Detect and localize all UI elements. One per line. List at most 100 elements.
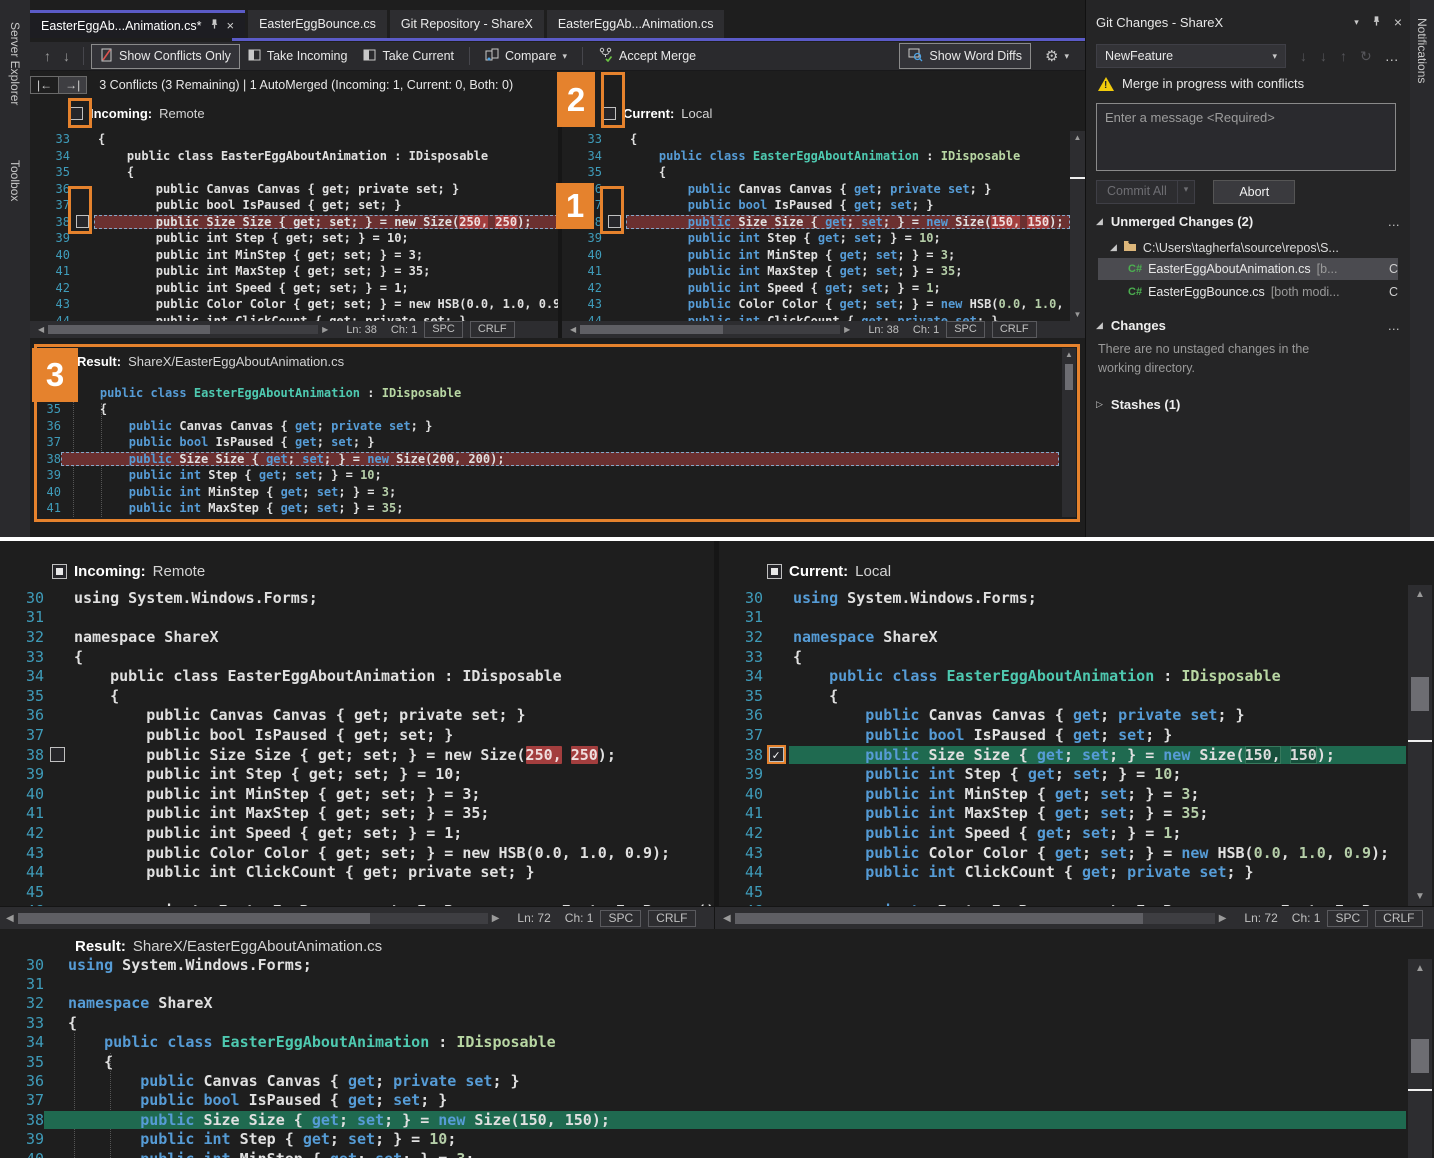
spaces-indicator[interactable]: SPC [1327, 909, 1369, 927]
next-conflict-button[interactable]: ↓ [63, 48, 70, 64]
scroll-down-icon[interactable]: ▼ [1073, 310, 1082, 319]
fetch-icon[interactable]: ↓ [1300, 48, 1307, 64]
expanded-icon[interactable]: ◢ [1096, 216, 1103, 226]
abort-button[interactable]: Abort [1213, 180, 1296, 204]
unmerged-changes-header[interactable]: ◢ Unmerged Changes (2) … [1096, 214, 1400, 229]
horizontal-scrollbar[interactable] [734, 912, 1215, 924]
horizontal-scrollbar[interactable] [17, 912, 488, 924]
current-value: Local [855, 562, 892, 580]
current-code-pane[interactable]: 30 using System.Windows.Forms; 31 32 namespa… [719, 588, 1406, 906]
repo-folder-row[interactable]: ◢ C:\Users\tagherfa\source\repos\S... [1110, 240, 1400, 255]
stashes-header[interactable]: ▷ Stashes (1) [1096, 397, 1400, 412]
scroll-up-icon[interactable]: ▲ [1415, 589, 1425, 600]
incoming-select-all-checkbox[interactable] [52, 563, 67, 579]
settings-button[interactable]: ⚙ ▾ [1037, 44, 1077, 68]
result-code-pane[interactable]: 30 using System.Windows.Forms; 31 32 namespa… [0, 955, 1406, 1158]
tab-easteregg-animation-active[interactable]: EasterEggAb...Animation.cs* × [30, 10, 246, 38]
spaces-indicator[interactable]: SPC [424, 321, 463, 338]
spaces-indicator[interactable]: SPC [600, 909, 642, 927]
previous-conflict-button[interactable]: ↑ [44, 48, 51, 64]
close-icon[interactable]: × [226, 18, 235, 33]
sync-icon[interactable]: ↻ [1360, 47, 1372, 64]
pin-icon[interactable] [209, 18, 220, 33]
notifications-tab[interactable]: Notifications [1415, 18, 1429, 84]
line-ending-indicator[interactable]: CRLF [991, 321, 1037, 338]
incoming-code-pane[interactable]: 30 using System.Windows.Forms; 31 32 namespa… [0, 588, 714, 906]
scroll-down-icon[interactable]: ▼ [1415, 891, 1425, 902]
expanded-icon[interactable]: ◢ [1096, 320, 1103, 330]
callout-box-current-header-checkbox [601, 72, 625, 128]
show-word-diffs-button[interactable]: Show Word Diffs [899, 43, 1032, 69]
scroll-up-icon[interactable]: ▲ [1073, 133, 1082, 142]
last-conflict-button[interactable]: →| [58, 77, 87, 93]
line-conflict-checkbox[interactable]: ✓ [768, 747, 784, 763]
result-pane-scrollbar[interactable]: ▲ [1062, 348, 1076, 517]
scroll-right-icon[interactable]: ▶ [844, 325, 851, 334]
take-incoming-button[interactable]: Take Incoming [240, 45, 356, 67]
merge-warning: ! Merge in progress with conflicts [1098, 76, 1304, 91]
compare-button[interactable]: Compare ▾ [477, 45, 575, 67]
code-line: 32 namespace ShareX [0, 994, 1406, 1013]
more-actions-icon[interactable]: … [1387, 318, 1401, 333]
more-actions-icon[interactable]: … [1384, 48, 1399, 64]
scroll-right-icon[interactable]: ▶ [491, 912, 500, 924]
tab-easteregg-bounce[interactable]: EasterEggBounce.cs [248, 10, 387, 38]
unmerged-file-row[interactable]: C# EasterEggBounce.cs [both modi... C [1098, 281, 1398, 303]
chevron-down-icon[interactable]: ▾ [1176, 181, 1195, 203]
first-conflict-button[interactable]: |← [37, 78, 53, 92]
conflict-summary-bar: |← →| 3 Conflicts (3 Remaining) | 1 Auto… [30, 72, 1085, 98]
scroll-left-icon[interactable]: ◀ [6, 912, 14, 924]
branch-selector[interactable]: NewFeature ▾ [1096, 44, 1286, 68]
expanded-icon[interactable]: ◢ [1110, 242, 1117, 252]
current-pane-scrollbar[interactable]: ▲ ▼ [1408, 585, 1432, 906]
horizontal-scrollbar[interactable] [580, 325, 841, 334]
scroll-right-icon[interactable]: ▶ [1218, 912, 1227, 924]
close-icon[interactable]: × [1393, 14, 1402, 30]
unmerged-file-row[interactable]: C# EasterEggAboutAnimation.cs [b... C [1098, 258, 1398, 280]
code-line: 33{ [719, 647, 1406, 667]
line-conflict-checkbox[interactable] [607, 215, 621, 229]
current-select-all-checkbox[interactable] [767, 563, 782, 579]
current-pane-scrollbar[interactable]: ▲ ▼ [1070, 131, 1085, 321]
commit-all-button[interactable]: Commit All ▾ [1096, 180, 1196, 204]
pin-icon[interactable] [1371, 15, 1382, 30]
line-ending-indicator[interactable]: CRLF [469, 321, 515, 338]
scroll-left-icon[interactable]: ◀ [570, 325, 577, 334]
line-ending-indicator[interactable]: CRLF [1375, 909, 1423, 927]
line-conflict-checkbox[interactable] [75, 215, 89, 229]
line-conflict-checkbox[interactable] [49, 747, 65, 763]
tab-git-repository[interactable]: Git Repository - ShareX [389, 10, 544, 38]
push-icon[interactable]: ↑ [1340, 48, 1347, 64]
line-ending-indicator[interactable]: CRLF [648, 909, 696, 927]
changes-header[interactable]: ◢ Changes … [1096, 318, 1400, 333]
collapsed-icon[interactable]: ▷ [1096, 399, 1103, 409]
pull-icon[interactable]: ↓ [1320, 48, 1327, 64]
current-code-pane[interactable]: 33{34 public class EasterEggAboutAnimati… [562, 131, 1070, 321]
chevron-down-icon: ▾ [562, 50, 567, 61]
show-conflicts-only-button[interactable]: Show Conflicts Only [91, 43, 240, 69]
more-actions-icon[interactable]: … [1387, 214, 1401, 229]
spaces-indicator[interactable]: SPC [946, 321, 985, 338]
toolbox-tab[interactable]: Toolbox [8, 160, 22, 202]
accept-merge-button[interactable]: Accept Merge [590, 44, 704, 68]
scroll-up-icon[interactable]: ▲ [1415, 963, 1425, 974]
code-line: 35 { [719, 686, 1406, 706]
code-line: 37 public bool IsPaused { get; set; } [37, 434, 1059, 451]
result-pane-scrollbar[interactable]: ▲ [1408, 959, 1432, 1158]
incoming-code-pane[interactable]: 33{34 public class EasterEggAboutAnimati… [30, 131, 558, 321]
code-line: 38 ✓ public Size Size { get; set; } = new… [719, 745, 1406, 765]
scroll-left-icon[interactable]: ◀ [38, 325, 45, 334]
server-explorer-tab[interactable]: Server Explorer [8, 22, 22, 106]
line-number: 34 [55, 148, 70, 163]
scroll-right-icon[interactable]: ▶ [322, 325, 329, 334]
result-code-pane[interactable]: 33{34 public class EasterEggAboutAnimati… [37, 368, 1059, 518]
commit-message-input[interactable] [1096, 103, 1396, 171]
tab-easteregg-animation[interactable]: EasterEggAb...Animation.cs [546, 10, 725, 38]
scroll-left-icon[interactable]: ◀ [723, 912, 731, 924]
horizontal-scrollbar[interactable] [48, 325, 319, 334]
scroll-up-icon[interactable]: ▲ [1065, 350, 1073, 359]
line-number: 46 [719, 902, 763, 906]
chevron-down-icon[interactable]: ▾ [1354, 16, 1359, 27]
csharp-icon: C# [1128, 286, 1143, 298]
take-current-button[interactable]: Take Current [355, 45, 462, 67]
